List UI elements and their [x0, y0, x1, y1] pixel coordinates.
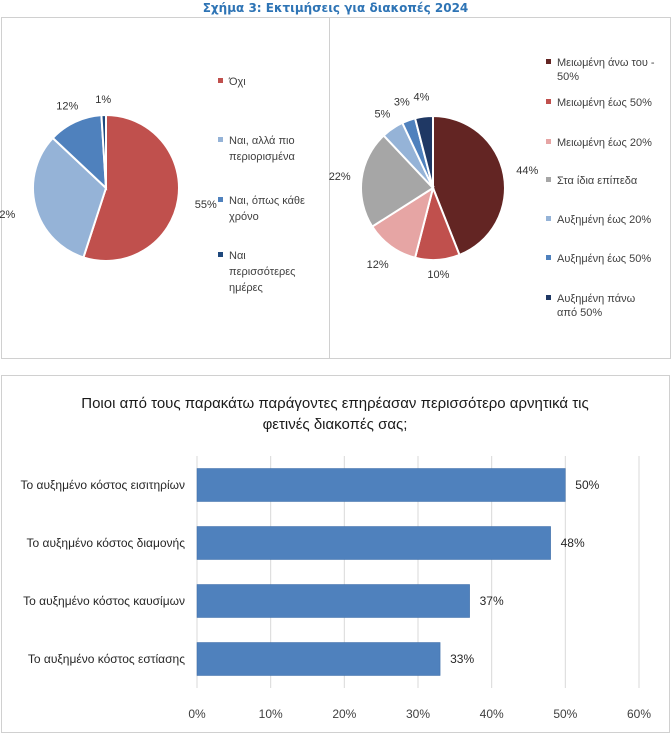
x-tick-label: 50%: [553, 707, 577, 721]
category-label: Το αυξημένο κόστος εστίασης: [28, 652, 185, 666]
x-tick-label: 0%: [188, 707, 206, 721]
legend-label: 50%: [557, 71, 579, 83]
legend-label: Ναι, αλλά πιο: [229, 135, 295, 147]
legend-swatch-όχι: [218, 78, 223, 83]
value-label: 50%: [575, 478, 599, 492]
data-label-όχι: 55%: [195, 199, 217, 211]
legend-label: Ναι: [229, 250, 246, 262]
figure-title: Σχήμα 3: Εκτιμήσεις για διακοπές 2024: [202, 1, 469, 15]
data-label-ναι-όπως-κάθε-χρόνο: 12%: [56, 101, 78, 113]
x-tick-label: 10%: [259, 707, 283, 721]
pie-slice-αυξημένη-πάνω-από-50: [413, 114, 434, 189]
x-tick-label: 30%: [406, 707, 430, 721]
legend-label: Αυξημένη πάνω: [557, 293, 636, 305]
data-label-μειωμένη-άνω-του-50: 44%: [516, 165, 538, 177]
bar-το-αυξημένο-κόστος-εισιτηρίων: [196, 468, 566, 502]
bar-το-αυξημένο-κόστος-διαμονής: [196, 526, 551, 560]
legend-swatch-αυξημένη-πάνω-από-50: [546, 295, 551, 300]
category-label: Το αυξημένο κόστος εισιτηρίων: [21, 478, 186, 492]
chart-title: φετινές διακοπές σας;: [263, 416, 408, 433]
bar-chart-negative-factors: Ποιοι από τους παρακάτω παράγοντες επηρέ…: [1, 375, 670, 733]
legend-label: Μειωμένη έως 50%: [557, 97, 652, 109]
bar-chart-negative-factors-svg: Ποιοι από τους παρακάτω παράγοντες επηρέ…: [21, 395, 652, 721]
legend-label: Αυξημένη έως 50%: [557, 253, 651, 265]
pie-chart-vacation-plans: 55% 32% 12% 1% Όχι Ναι, αλλά πιο περιορισμένα Ν…: [0, 17, 330, 359]
pie-chart-vacation-plans-svg: 55% 32% 12% 1% Όχι Ναι, αλλά πιο περιορισμένα Ν…: [0, 76, 305, 294]
pie-slice-στα-ίδια-επίπεδα: [360, 134, 435, 228]
data-label-αυξημένη-έως-50: 3%: [394, 96, 410, 108]
legend-swatch-μειωμένη-έως-20: [546, 139, 551, 144]
legend-label: Μειωμένη έως 20%: [557, 137, 652, 149]
legend-label: ημέρες: [229, 282, 263, 294]
legend-label: χρόνο: [229, 211, 259, 223]
x-tick-label: 60%: [627, 707, 651, 721]
pie-chart-budget-change-svg: 44% 10% 12% 22% 5% 3% 4% Μειωμένη άνω του - 50% Μ…: [329, 57, 655, 319]
legend-label: Μειωμένη άνω του -: [557, 57, 655, 69]
legend-label: Στα ίδια επίπεδα: [557, 175, 638, 187]
pie-slice-ναι-περισσότερες-ημέρες: [100, 113, 107, 189]
data-label-αυξημένη-έως-20: 5%: [374, 109, 390, 121]
data-label-ναι-περισσότερες-ημέρες: 1%: [95, 94, 111, 106]
bar-το-αυξημένο-κόστος-καυσίμων: [196, 584, 470, 618]
value-label: 33%: [450, 652, 474, 666]
legend-label: από 50%: [557, 307, 602, 319]
legend-label: περιορισμένα: [229, 151, 296, 163]
data-label-μειωμένη-έως-50: 10%: [427, 269, 449, 281]
x-tick-label: 20%: [332, 707, 356, 721]
legend-swatch-αυξημένη-έως-20: [546, 216, 551, 221]
category-label: Το αυξημένο κόστος καυσίμων: [23, 594, 185, 608]
legend-swatch-ναι-αλλά-πιο-περιορισμένα: [218, 137, 223, 142]
data-label-ναι-αλλά-πιο-περιορισμένα: 32%: [0, 209, 16, 221]
x-tick-label: 40%: [480, 707, 504, 721]
data-label-μειωμένη-έως-20: 12%: [367, 259, 389, 271]
legend-swatch-αυξημένη-έως-50: [546, 255, 551, 260]
legend-label: Αυξημένη έως 20%: [557, 214, 651, 226]
data-label-στα-ίδια-επίπεδα: 22%: [329, 171, 351, 183]
legend-swatch-ναι-όπως-κάθε-χρόνο: [218, 197, 223, 202]
value-label: 37%: [480, 594, 504, 608]
chart-title: Ποιοι από τους παρακάτω παράγοντες επηρέ…: [81, 395, 589, 412]
data-label-αυξημένη-πάνω-από-50: 4%: [414, 92, 430, 104]
legend-swatch-στα-ίδια-επίπεδα: [546, 177, 551, 182]
legend-label: Ναι, όπως κάθε: [229, 195, 305, 207]
bar-το-αυξημένο-κόστος-εστίασης: [196, 642, 441, 676]
pie-slice-μειωμένη-άνω-του-50: [432, 114, 506, 257]
value-label: 48%: [561, 536, 585, 550]
legend-swatch-μειωμένη-άνω-του-50: [546, 59, 551, 64]
legend-swatch-μειωμένη-έως-50: [546, 99, 551, 104]
legend-swatch-ναι-περισσότερες-ημέρες: [218, 252, 223, 257]
legend-label: Όχι: [228, 76, 246, 88]
legend-label: περισσότερες: [229, 266, 295, 278]
pie-chart-budget-change: 44% 10% 12% 22% 5% 3% 4% Μειωμένη άνω του - 50% Μ…: [329, 17, 671, 359]
pie-slice-όχι: [82, 113, 180, 262]
category-label: Το αυξημένο κόστος διαμονής: [27, 536, 186, 550]
pie-slice-ναι-αλλά-πιο-περιορισμένα: [32, 136, 108, 259]
